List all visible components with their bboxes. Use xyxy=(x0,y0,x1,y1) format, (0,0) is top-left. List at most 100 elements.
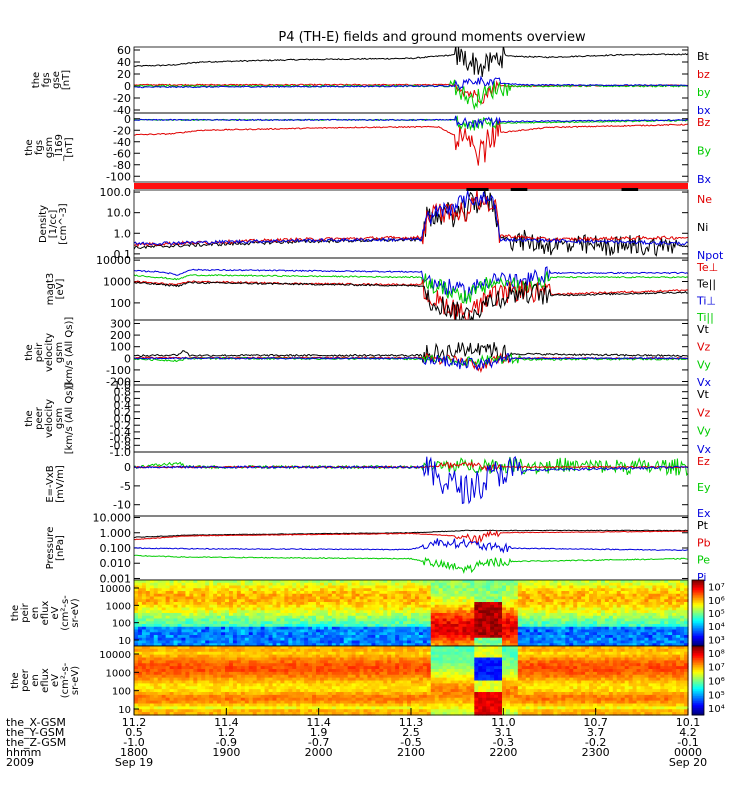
heatmap-cell xyxy=(213,700,218,705)
heatmap-cell xyxy=(323,706,329,710)
heatmap-cell xyxy=(422,643,428,647)
heatmap-cell xyxy=(248,709,254,713)
heatmap-cell xyxy=(502,604,507,609)
heatmap-cell xyxy=(585,602,590,606)
heatmap-cell xyxy=(323,712,329,716)
y-axis-label: peer xyxy=(20,668,31,692)
heatmap-cell xyxy=(284,602,289,606)
heatmap-cell xyxy=(145,615,151,620)
heatmap-cell xyxy=(533,626,539,631)
heatmap-cell xyxy=(668,624,673,628)
heatmap-cell xyxy=(343,712,349,716)
heatmap-cell xyxy=(256,596,262,600)
heatmap-cell xyxy=(173,651,179,656)
heatmap-cell xyxy=(280,680,285,684)
heatmap-cell xyxy=(193,646,198,650)
heatmap-cell xyxy=(272,621,278,625)
heatmap-cell xyxy=(529,632,535,636)
heatmap-cell xyxy=(300,689,305,693)
heatmap-cell xyxy=(161,607,167,611)
heatmap-cell xyxy=(304,615,309,620)
colorbar-segment xyxy=(692,606,704,609)
heatmap-cell xyxy=(221,624,226,628)
heatmap-cell xyxy=(375,637,380,642)
heatmap-cell xyxy=(537,580,543,584)
heatmap-cell xyxy=(359,585,365,589)
heatmap-cell xyxy=(217,635,222,639)
heatmap-cell xyxy=(553,626,559,631)
heatmap-cell xyxy=(264,602,270,606)
heatmap-cell xyxy=(407,610,412,614)
heatmap-cell xyxy=(359,591,365,595)
heatmap-cell xyxy=(296,697,301,702)
heatmap-cell xyxy=(387,607,392,611)
y-tick-label: 0 xyxy=(124,461,131,474)
heatmap-cell xyxy=(197,635,202,639)
heatmap-cell xyxy=(304,666,309,670)
heatmap-cell xyxy=(205,591,210,595)
heatmap-cell xyxy=(684,632,689,636)
heatmap-cell xyxy=(517,585,523,589)
heatmap-cell xyxy=(157,602,163,606)
heatmap-cell xyxy=(296,683,301,687)
heatmap-cell xyxy=(288,657,293,661)
heatmap-cell xyxy=(221,666,226,670)
heatmap-cell xyxy=(312,666,317,670)
heatmap-cell xyxy=(644,599,650,603)
heatmap-cell xyxy=(264,686,270,690)
heatmap-cell xyxy=(565,585,570,589)
heatmap-cell xyxy=(545,637,551,642)
heatmap-cell xyxy=(193,674,198,679)
heatmap-cell xyxy=(462,604,467,609)
heatmap-cell xyxy=(161,686,167,690)
heatmap-cell xyxy=(300,686,305,690)
heatmap-cell xyxy=(145,694,151,699)
heatmap-cell xyxy=(165,607,171,611)
heatmap-cell xyxy=(264,712,270,716)
heatmap-cell xyxy=(296,624,301,628)
heatmap-cell xyxy=(189,610,194,614)
heatmap-cell xyxy=(407,604,412,609)
heatmap-cell xyxy=(573,596,578,600)
heatmap-cell xyxy=(513,596,519,600)
heatmap-cell xyxy=(521,591,527,595)
heatmap-cell xyxy=(165,646,171,650)
heatmap-cell xyxy=(161,626,167,631)
series-line-Ti|| xyxy=(134,271,688,304)
heatmap-cell xyxy=(217,640,222,644)
heatmap-cell xyxy=(240,692,246,696)
heatmap-cell xyxy=(335,626,341,631)
heatmap-cell xyxy=(137,580,143,584)
heatmap-cell xyxy=(624,580,630,584)
heatmap-cell xyxy=(157,591,163,595)
heatmap-cell xyxy=(236,640,242,644)
heatmap-cell xyxy=(201,669,206,673)
heatmap-cell xyxy=(379,643,384,647)
heatmap-cell xyxy=(185,637,190,642)
heatmap-cell xyxy=(161,709,167,713)
heatmap-cell xyxy=(577,599,582,603)
heatmap-cell xyxy=(225,677,230,682)
heatmap-cell xyxy=(169,694,175,699)
heatmap-cell xyxy=(608,621,614,625)
heatmap-cell xyxy=(367,637,373,642)
heatmap-cell xyxy=(149,607,155,611)
heatmap-cell xyxy=(323,582,329,587)
heatmap-cell xyxy=(434,618,440,622)
heatmap-cell xyxy=(161,671,167,676)
heatmap-cell xyxy=(193,680,198,684)
heatmap-cell xyxy=(482,591,487,595)
heatmap-cell xyxy=(363,591,369,595)
heatmap-cell xyxy=(581,585,586,589)
heatmap-cell xyxy=(339,709,345,713)
heatmap-cell xyxy=(474,632,479,636)
heatmap-cell xyxy=(276,580,282,584)
heatmap-cell xyxy=(624,615,630,620)
heatmap-cell xyxy=(240,674,246,679)
heatmap-cell xyxy=(498,635,503,639)
heatmap-cell xyxy=(177,700,183,705)
y-axis-label: fgs xyxy=(34,140,45,155)
heatmap-cell xyxy=(308,626,313,631)
heatmap-cell xyxy=(304,683,309,687)
heatmap-cell xyxy=(620,613,626,617)
